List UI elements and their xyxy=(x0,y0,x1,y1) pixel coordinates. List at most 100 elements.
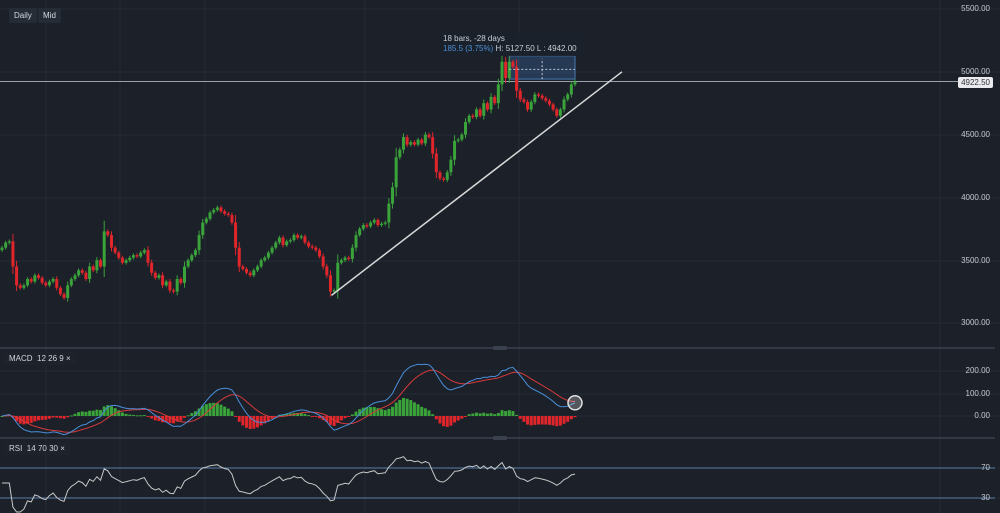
candle-body xyxy=(281,237,285,246)
macd-histogram-bar xyxy=(401,397,405,416)
candle-body xyxy=(15,266,19,286)
candle-body xyxy=(22,285,26,288)
candle-body xyxy=(4,242,8,248)
macd-histogram-bar xyxy=(500,410,504,416)
macd-histogram-bar xyxy=(507,410,511,416)
macd-histogram-bar xyxy=(73,413,77,416)
macd-histogram-bar xyxy=(120,412,124,416)
macd-histogram-bar xyxy=(109,406,113,416)
candle-body xyxy=(292,235,296,241)
macd-param: 12 xyxy=(37,354,46,363)
macd-histogram-bar xyxy=(394,402,398,416)
macd-histogram-bar xyxy=(511,411,515,416)
candle-body xyxy=(551,104,555,110)
macd-histogram-bar xyxy=(44,416,48,420)
timeframe-button[interactable]: Daily xyxy=(9,8,37,23)
candle-body xyxy=(124,260,128,263)
candle-body xyxy=(471,115,475,118)
price-tick: 5000.00 xyxy=(961,67,990,76)
candle-body xyxy=(376,220,380,226)
macd-histogram-bar xyxy=(106,405,110,416)
macd-histogram-bar xyxy=(0,416,4,417)
candle-body xyxy=(394,157,398,188)
measure-tooltip: 18 bars, -28 days 185.5 (3.75%) H: 5127.… xyxy=(439,32,581,56)
candle-body xyxy=(179,279,183,283)
macd-histogram-bar xyxy=(128,414,132,416)
macd-histogram-bar xyxy=(515,414,519,416)
candle-body xyxy=(573,81,577,85)
candle-body xyxy=(241,266,245,269)
macd-histogram-bar xyxy=(310,416,314,417)
macd-histogram-bar xyxy=(332,416,336,426)
macd-line xyxy=(1,363,576,436)
candle-body xyxy=(58,287,62,295)
macd-histogram-bar xyxy=(540,416,544,425)
candle-body xyxy=(566,94,570,100)
candle-body xyxy=(73,275,77,280)
measure-change: 185.5 (3.75%) xyxy=(443,44,494,53)
candle-body xyxy=(485,103,489,110)
macd-histogram-bar xyxy=(131,414,135,416)
macd-histogram-bar xyxy=(383,410,387,416)
pane-resize-handle xyxy=(493,436,507,440)
macd-histogram-bar xyxy=(142,415,146,417)
close-icon[interactable]: × xyxy=(60,444,65,453)
candle-body xyxy=(11,241,15,267)
candle-body xyxy=(193,250,197,256)
rsi-legend: RSI 14 70 30 × xyxy=(4,442,70,455)
macd-histogram-bar xyxy=(190,413,194,416)
macd-legend: MACD 12 26 9 × xyxy=(4,352,76,365)
candle-body xyxy=(299,236,303,238)
candle-body xyxy=(467,115,471,123)
candle-body xyxy=(464,122,468,135)
macd-histogram-bar xyxy=(526,416,530,425)
macd-histogram-bar xyxy=(336,416,340,423)
macd-histogram-bar xyxy=(157,416,161,421)
macd-histogram-bar xyxy=(562,416,566,424)
candle-body xyxy=(175,279,179,292)
macd-histogram-bar xyxy=(274,416,278,417)
candle-body xyxy=(168,281,172,291)
candle-body xyxy=(36,275,40,278)
candle-body xyxy=(358,228,362,236)
pane-resize-handle xyxy=(493,346,507,350)
candle-body xyxy=(303,236,307,243)
candle-body xyxy=(336,262,340,291)
macd-histogram-bar xyxy=(296,412,300,416)
macd-histogram-bar xyxy=(266,416,270,422)
candle-body xyxy=(449,159,453,173)
candle-body xyxy=(69,279,73,286)
macd-histogram-bar xyxy=(369,406,373,416)
macd-histogram-bar xyxy=(482,412,486,416)
macd-histogram-bar xyxy=(248,416,252,429)
rsi-line xyxy=(2,456,576,513)
macd-histogram-bar xyxy=(474,412,478,416)
macd-histogram-bar xyxy=(77,412,81,416)
macd-histogram-bar xyxy=(55,416,59,418)
macd-histogram-bar xyxy=(285,413,289,416)
candle-body xyxy=(99,260,103,267)
candle-body xyxy=(569,84,573,95)
candle-body xyxy=(88,266,92,280)
candle-body xyxy=(544,98,548,101)
price-tick: 5500.00 xyxy=(961,4,990,13)
macd-histogram-bar xyxy=(416,404,420,416)
macd-histogram-bar xyxy=(95,409,99,416)
macd-histogram-bar xyxy=(544,416,548,425)
price-tick: 4000.00 xyxy=(961,193,990,202)
macd-histogram-bar xyxy=(365,407,369,416)
measure-box xyxy=(508,55,576,80)
macd-histogram-bar xyxy=(270,416,274,419)
macd-histogram-bar xyxy=(15,416,19,422)
candle-body xyxy=(223,211,227,214)
macd-histogram-bar xyxy=(252,416,256,429)
candle-body xyxy=(401,137,405,150)
candle-body xyxy=(161,275,165,286)
macd-histogram-bar xyxy=(36,416,40,421)
close-icon[interactable]: × xyxy=(65,354,71,363)
candle-body xyxy=(131,255,135,258)
price-type-button[interactable]: Mid xyxy=(38,8,61,23)
macd-histogram-bar xyxy=(409,400,413,416)
macd-histogram-bar xyxy=(117,410,121,416)
